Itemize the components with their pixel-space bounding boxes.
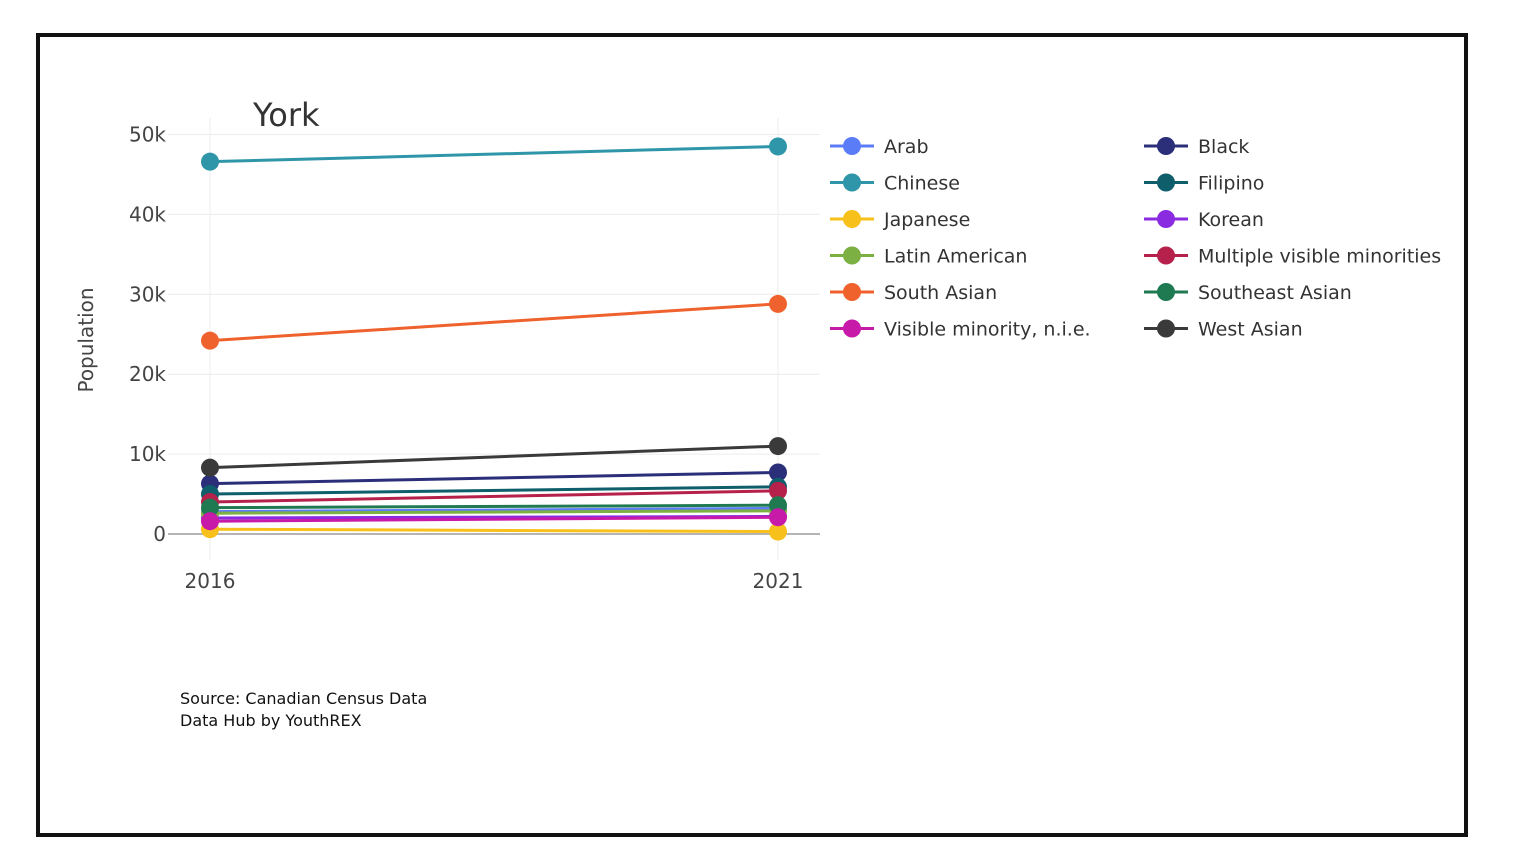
series-line [209, 503, 779, 510]
legend-label: Korean [1198, 209, 1264, 231]
source-line-2: Data Hub by YouthREX [180, 711, 362, 730]
legend-swatch-marker [1157, 246, 1175, 265]
x-tick-label: 2016 [185, 569, 236, 593]
legend-label: Multiple visible minorities [1198, 246, 1441, 268]
series-line [209, 302, 779, 343]
y-axis-title: Population [74, 287, 98, 392]
data-point [769, 294, 787, 313]
y-tick-label: 40k [129, 202, 166, 226]
legend-swatch-marker [843, 319, 861, 338]
y-tick-label: 50k [129, 123, 166, 147]
legend-swatch-marker [843, 137, 861, 155]
y-tick-label: 10k [129, 442, 166, 466]
legend-label: Visible minority, n.i.e. [884, 319, 1091, 341]
data-point [769, 522, 787, 541]
legend-swatch-marker [843, 210, 861, 228]
data-point [769, 137, 787, 156]
legend-label: Japanese [883, 209, 970, 231]
legend-label: South Asian [884, 282, 997, 304]
chart-frame [36, 33, 1468, 837]
series-line [209, 509, 779, 515]
legend-swatch-marker [843, 173, 861, 192]
legend-label: Arab [884, 136, 929, 158]
series-line [209, 444, 779, 470]
x-tick-label: 2021 [753, 569, 804, 593]
legend-swatch-marker [1157, 283, 1175, 301]
legend-label: West Asian [1198, 319, 1303, 341]
legend-label: Latin American [884, 246, 1027, 268]
data-point [201, 458, 219, 477]
y-tick-label: 0 [153, 522, 166, 546]
series-line [209, 470, 779, 486]
legend-label: Black [1198, 136, 1249, 158]
series-line [209, 144, 779, 164]
legend-label: Southeast Asian [1198, 282, 1352, 304]
legend-swatch-marker [1157, 210, 1175, 228]
source-line-1: Source: Canadian Census Data [180, 689, 428, 708]
y-tick-label: 20k [129, 362, 166, 386]
series-line [209, 527, 779, 534]
chart-title: York [252, 96, 320, 134]
data-point [201, 498, 219, 517]
series-line [209, 489, 779, 504]
data-point [769, 463, 787, 482]
legend-label: Chinese [884, 173, 960, 195]
series-line [209, 506, 779, 514]
legend-swatch-marker [1157, 173, 1175, 192]
legend-swatch-marker [843, 283, 861, 301]
data-point [201, 152, 219, 171]
data-point [769, 481, 787, 500]
data-point [201, 512, 219, 531]
data-point [769, 437, 787, 456]
data-point [201, 331, 219, 350]
legend-swatch-marker [1157, 319, 1175, 338]
legend-label: Filipino [1198, 173, 1264, 195]
y-tick-label: 30k [129, 282, 166, 306]
series-line [209, 515, 779, 523]
legend-swatch-marker [843, 246, 861, 265]
series-line [209, 485, 779, 496]
source-note: Source: Canadian Census Data Data Hub by… [180, 688, 427, 732]
data-point [769, 508, 787, 527]
legend-swatch-marker [1157, 137, 1175, 155]
